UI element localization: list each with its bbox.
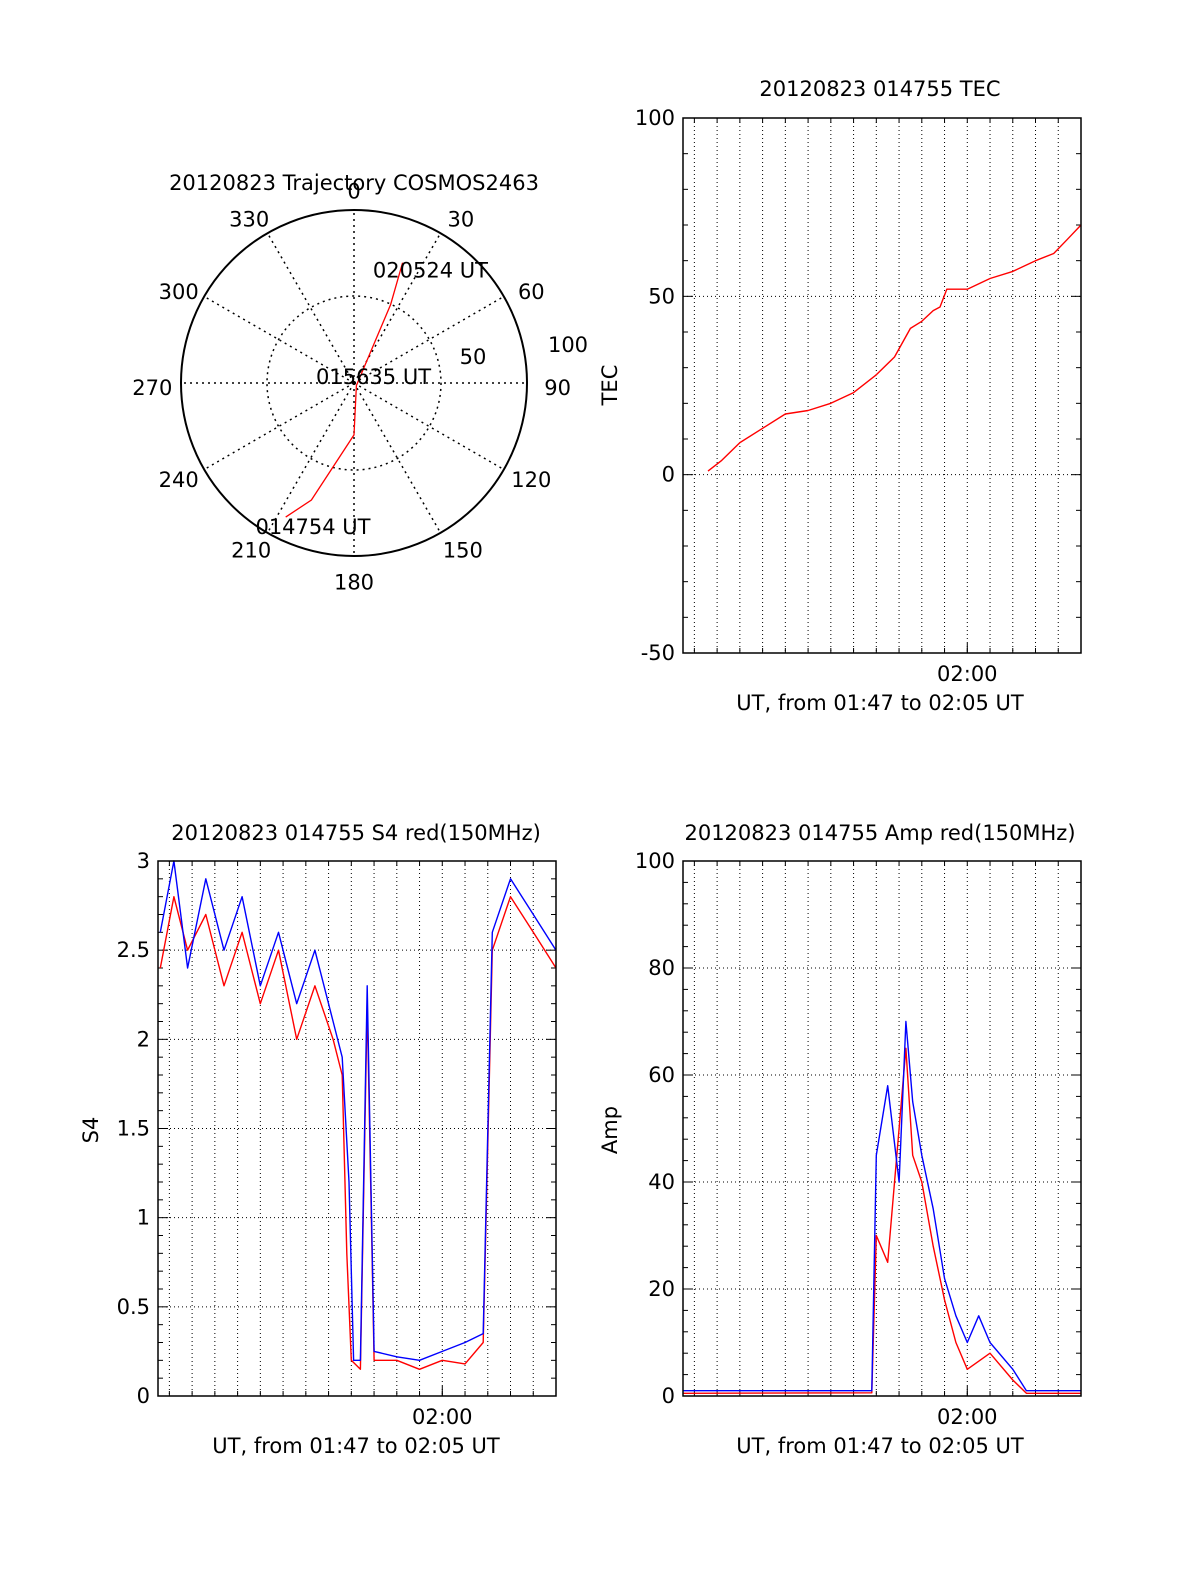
series-line-tec (707, 224, 1082, 472)
y-tick-label: 1 (137, 1206, 150, 1230)
polar-outer-circle (180, 209, 528, 557)
polar-spoke (203, 295, 355, 384)
polar-spoke (266, 382, 355, 534)
trajectory-time-label: 014754 UT (255, 515, 370, 539)
tec-ylabel: TEC (598, 365, 622, 407)
polar-spoke (353, 232, 442, 384)
polar-radial-label: 50 (460, 345, 487, 369)
y-tick-label: 100 (635, 106, 675, 130)
y-tick-label: 0 (662, 463, 675, 487)
polar-spoke (203, 382, 355, 471)
y-tick-label: 0 (137, 1384, 150, 1408)
polar-grid: 0 30 60 90 120 150 180 210 240 270 300 330 50 100 (132, 179, 588, 594)
trajectory-line (285, 262, 404, 518)
s4-panel: 20120823 014755 S4 red(150MHz) UT, from … (79, 821, 557, 1458)
y-tick-label: 50 (648, 284, 675, 308)
tec-xlabel: UT, from 01:47 to 02:05 UT (736, 691, 1024, 715)
y-tick-label: -50 (641, 641, 675, 665)
polar-spoke (353, 382, 505, 471)
polar-angle-label: 330 (229, 208, 269, 232)
polar-angle-label: 150 (443, 538, 483, 562)
s4-plot-area: 0 0.5 1 1.5 2 2.5 3 02:00 (117, 849, 557, 1429)
y-tick-label: 40 (648, 1170, 675, 1194)
y-tick-label: 2.5 (117, 938, 150, 962)
plot-frame (682, 117, 1082, 654)
amp-panel: 20120823 014755 Amp red(150MHz) UT, from… (598, 821, 1082, 1458)
polar-angle-label: 0 (347, 179, 360, 203)
polar-angle-label: 210 (231, 538, 271, 562)
polar-angle-label: 180 (334, 571, 374, 595)
tec-title: 20120823 014755 TEC (759, 77, 1000, 101)
trajectory-time-label: 020524 UT (373, 259, 488, 283)
x-tick-label: 02:00 (412, 1405, 473, 1429)
series-line-blue (683, 1020, 1081, 1392)
x-tick-label: 02:00 (937, 1405, 998, 1429)
polar-angle-label: 30 (447, 208, 474, 232)
tec-plot-area: -50 0 50 100 02:00 (635, 106, 1082, 686)
y-tick-label: 0.5 (117, 1295, 150, 1319)
trajectory-polar-panel: 20120823 Trajectory COSMOS2463 0 30 60 90 12… (132, 171, 588, 595)
y-tick-label: 100 (635, 849, 675, 873)
amp-title: 20120823 014755 Amp red(150MHz) (684, 821, 1075, 845)
polar-angle-label: 90 (544, 376, 571, 400)
series-line-red (682, 1047, 1081, 1394)
plot-frame (157, 860, 557, 1397)
amp-plot-area: 0 20 40 60 80 100 02:00 (635, 849, 1082, 1429)
polar-spoke (353, 382, 442, 534)
polar-angle-label: 300 (159, 280, 199, 304)
y-tick-label: 1.5 (117, 1117, 150, 1141)
y-tick-label: 2 (137, 1027, 150, 1051)
amp-xlabel: UT, from 01:47 to 02:05 UT (736, 1434, 1024, 1458)
y-tick-label: 60 (648, 1063, 675, 1087)
series-line-red (159, 896, 557, 1370)
tec-panel: 20120823 014755 TEC UT, from 01:47 to 02… (598, 77, 1082, 715)
trajectory-title: 20120823 Trajectory COSMOS2463 (169, 171, 539, 195)
y-tick-label: 0 (662, 1384, 675, 1408)
amp-ylabel: Amp (598, 1106, 622, 1154)
series-line-blue (159, 860, 557, 1361)
trajectory-time-label: 015635 UT (316, 365, 431, 389)
s4-title: 20120823 014755 S4 red(150MHz) (171, 821, 541, 845)
polar-angle-label: 60 (518, 280, 545, 304)
y-tick-label: 20 (648, 1277, 675, 1301)
y-tick-label: 3 (137, 849, 150, 873)
s4-ylabel: S4 (79, 1117, 103, 1144)
y-tick-label: 80 (648, 956, 675, 980)
polar-angle-label: 240 (159, 468, 199, 492)
polar-angle-label: 270 (132, 376, 172, 400)
polar-spoke (266, 232, 355, 384)
polar-inner-circle (266, 295, 442, 471)
polar-radial-label: 100 (548, 333, 588, 357)
plot-frame (682, 860, 1082, 1397)
polar-angle-label: 120 (511, 468, 551, 492)
polar-marks: 014754 UT 015635 UT 020524 UT (255, 259, 488, 539)
s4-xlabel: UT, from 01:47 to 02:05 UT (212, 1434, 500, 1458)
x-tick-label: 02:00 (937, 662, 998, 686)
polar-spoke (353, 295, 505, 384)
